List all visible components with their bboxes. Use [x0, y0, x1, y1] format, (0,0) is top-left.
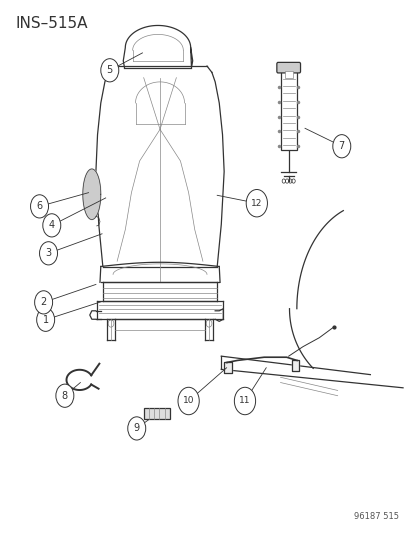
FancyBboxPatch shape — [276, 62, 300, 73]
Circle shape — [100, 59, 119, 82]
Circle shape — [128, 417, 145, 440]
Text: 12: 12 — [251, 199, 262, 208]
Circle shape — [178, 387, 199, 415]
Circle shape — [43, 214, 61, 237]
Circle shape — [37, 308, 55, 332]
Circle shape — [56, 384, 74, 407]
Text: 2: 2 — [40, 297, 47, 308]
Text: 3: 3 — [45, 248, 52, 259]
Polygon shape — [83, 169, 100, 220]
Circle shape — [31, 195, 48, 218]
Text: 5: 5 — [107, 65, 113, 75]
Text: 10: 10 — [183, 397, 194, 406]
Text: INS–515A: INS–515A — [15, 16, 87, 31]
Text: 8: 8 — [62, 391, 68, 401]
Text: 4: 4 — [49, 220, 55, 230]
Text: 1: 1 — [43, 315, 49, 325]
Bar — [284, 71, 292, 78]
Text: 96187 515: 96187 515 — [353, 512, 398, 521]
Text: 11: 11 — [239, 397, 250, 406]
Polygon shape — [223, 362, 231, 373]
Bar — [143, 408, 170, 419]
Circle shape — [234, 387, 255, 415]
Text: 6: 6 — [36, 201, 43, 212]
Circle shape — [35, 291, 52, 314]
Circle shape — [40, 241, 57, 265]
Circle shape — [332, 135, 350, 158]
Text: 7: 7 — [338, 141, 344, 151]
Polygon shape — [291, 360, 299, 371]
Circle shape — [246, 190, 267, 217]
Text: 9: 9 — [133, 423, 140, 433]
Bar — [280, 71, 296, 150]
